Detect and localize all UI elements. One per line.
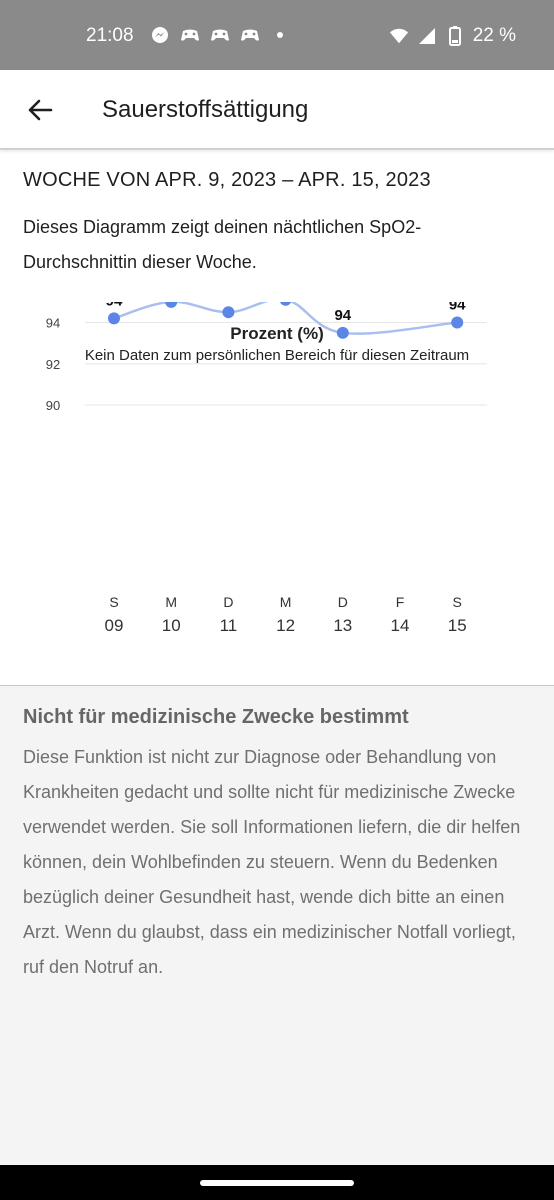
- home-handle[interactable]: [200, 1180, 354, 1186]
- navigation-bar: [0, 1165, 554, 1200]
- data-label: 94: [449, 302, 466, 314]
- status-bar: 21:08 22 %: [0, 0, 554, 70]
- dot-icon: [270, 25, 290, 45]
- messenger-icon: [150, 25, 170, 45]
- x-day-label: S: [109, 594, 118, 610]
- data-point[interactable]: [451, 316, 464, 329]
- x-day-label: S: [453, 594, 462, 610]
- week-description: Dieses Diagramm zeigt deinen nächtlichen…: [23, 217, 422, 272]
- chart-title: Prozent (%): [230, 324, 324, 343]
- wifi-icon: [389, 26, 409, 46]
- disclaimer-title: Nicht für medizinische Zwecke bestimmt: [23, 706, 409, 728]
- game-icon: [240, 25, 260, 45]
- chart-plot: 9896949290S09M10D11M12D13F14S15949595959…: [46, 302, 487, 635]
- game-icon: [180, 25, 200, 45]
- data-point[interactable]: [336, 326, 349, 339]
- x-date-label: 13: [333, 616, 352, 635]
- battery-icon: [445, 26, 465, 46]
- week-range-title: WOCHE VON APR. 9, 2023 – APR. 15, 2023: [23, 169, 431, 191]
- x-day-label: D: [223, 594, 233, 610]
- data-label: 94: [106, 302, 123, 309]
- data-point[interactable]: [222, 306, 235, 319]
- x-date-label: 11: [220, 616, 238, 635]
- data-label: 94: [334, 307, 351, 324]
- y-tick-label: 92: [46, 357, 60, 372]
- x-day-label: M: [165, 594, 177, 610]
- system-icons: 22 %: [389, 25, 516, 47]
- y-tick-label: 90: [46, 398, 60, 413]
- data-point[interactable]: [165, 302, 178, 308]
- x-date-label: 14: [391, 616, 410, 635]
- x-date-label: 10: [162, 616, 181, 635]
- data-point[interactable]: [108, 312, 120, 325]
- status-time: 21:08: [86, 25, 134, 46]
- chart-subtitle: Kein Daten zum persönlichen Bereich für …: [84, 347, 470, 364]
- x-day-label: F: [396, 594, 405, 610]
- x-date-label: 15: [448, 616, 467, 635]
- data-point[interactable]: [280, 302, 292, 306]
- disclaimer-section: Nicht für medizinische Zwecke bestimmt D…: [0, 685, 554, 1165]
- notification-icons: [150, 25, 290, 45]
- arrow-left-icon: [28, 99, 53, 121]
- back-button[interactable]: [24, 94, 56, 126]
- x-day-label: D: [338, 594, 348, 610]
- app-bar: Sauerstoffsättigung: [0, 70, 554, 150]
- data-label: 95: [220, 302, 237, 303]
- x-date-label: 12: [276, 616, 295, 635]
- y-tick-label: 94: [46, 316, 60, 331]
- page-title: Sauerstoffsättigung: [102, 96, 309, 123]
- battery-percent: 22 %: [472, 25, 516, 46]
- disclaimer-text: Diese Funktion ist nicht zur Diagnose od…: [23, 747, 521, 977]
- x-day-label: M: [280, 594, 292, 610]
- game-icon: [210, 25, 230, 45]
- series-line: [113, 302, 458, 335]
- x-date-label: 09: [105, 616, 124, 635]
- spo2-chart: Prozent (%) Kein Daten zum persönlichen …: [0, 302, 554, 682]
- signal-icon: [417, 26, 437, 46]
